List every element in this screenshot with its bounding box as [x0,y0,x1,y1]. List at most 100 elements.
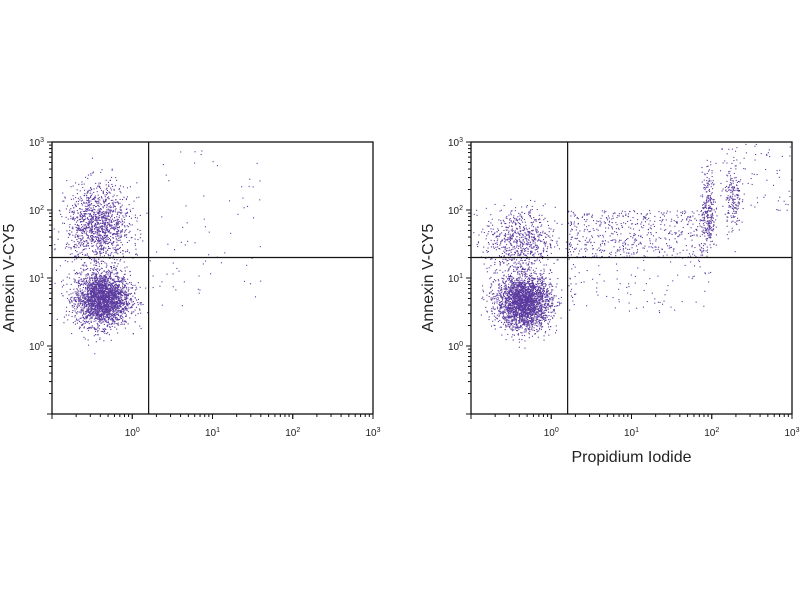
data-point [110,304,112,306]
data-point [117,219,119,221]
data-point [103,313,105,315]
data-point [78,321,80,323]
data-point [129,317,131,319]
data-point [104,231,106,233]
data-point [102,290,104,292]
data-point [83,183,85,185]
data-point [88,255,90,257]
data-point [517,273,519,275]
data-point [91,234,93,236]
data-point [122,287,124,289]
data-point [70,248,72,250]
data-point [115,275,117,277]
data-point [91,309,93,311]
data-point [87,301,89,303]
data-point [109,291,111,293]
data-point [78,328,80,330]
data-point [116,222,118,224]
data-point [121,224,123,226]
data-point [81,217,83,219]
data-point [82,244,84,246]
data-point [114,286,116,288]
data-point [72,306,74,308]
data-point [102,225,104,227]
data-point [72,322,74,324]
data-point [86,227,88,229]
data-point [120,236,122,238]
data-point [106,191,108,193]
data-point [93,304,95,306]
data-point [511,294,513,296]
data-point [121,299,123,301]
data-point [106,325,108,327]
data-point [86,237,88,239]
data-point [92,282,94,284]
data-point [119,300,121,302]
data-point [251,257,253,259]
data-point [104,196,106,198]
data-point [84,218,86,220]
data-point [82,300,84,302]
data-point [93,204,95,206]
data-point [94,274,96,276]
data-point [92,221,94,223]
data-point [524,311,526,313]
data-point [91,299,93,301]
data-point [54,244,56,246]
data-point [86,197,88,199]
data-point [93,264,95,266]
data-point [116,301,118,303]
data-point [124,285,126,287]
data-point [106,320,108,322]
data-point [86,292,88,294]
data-point [113,306,115,308]
data-point [124,273,126,275]
data-point [87,203,89,205]
data-point [194,242,196,244]
data-point [79,282,81,284]
data-point [106,305,108,307]
data-point [119,316,121,318]
data-point [518,346,520,348]
data-point [98,248,100,250]
data-point [76,216,78,218]
data-point [76,239,78,241]
data-point [98,297,100,299]
data-point [106,287,108,289]
data-point [98,296,100,298]
data-point [526,323,528,325]
data-point [95,237,97,239]
data-point [526,315,528,317]
data-point [106,226,108,228]
data-point [104,328,106,330]
data-point [98,328,100,330]
data-point [100,286,102,288]
data-point [88,200,90,202]
data-point [100,293,102,295]
data-point [108,241,110,243]
tick-exponent: 1 [216,427,220,434]
data-point [519,299,521,301]
data-point [83,280,85,282]
data-point [105,198,107,200]
data-point [100,237,102,239]
data-point [547,288,549,290]
data-point [107,303,109,305]
data-point [79,299,81,301]
data-point [515,297,517,299]
data-point [99,219,101,221]
data-point [93,320,95,322]
data-point [524,270,526,272]
data-point [98,258,100,260]
data-point [101,292,103,294]
data-point [95,277,97,279]
data-point [75,233,77,235]
data-point [107,312,109,314]
data-point [127,290,129,292]
data-point [77,197,79,199]
data-point [114,206,116,208]
data-point [90,173,92,175]
data-point [101,298,103,300]
data-point [81,251,83,253]
data-point [510,295,512,297]
